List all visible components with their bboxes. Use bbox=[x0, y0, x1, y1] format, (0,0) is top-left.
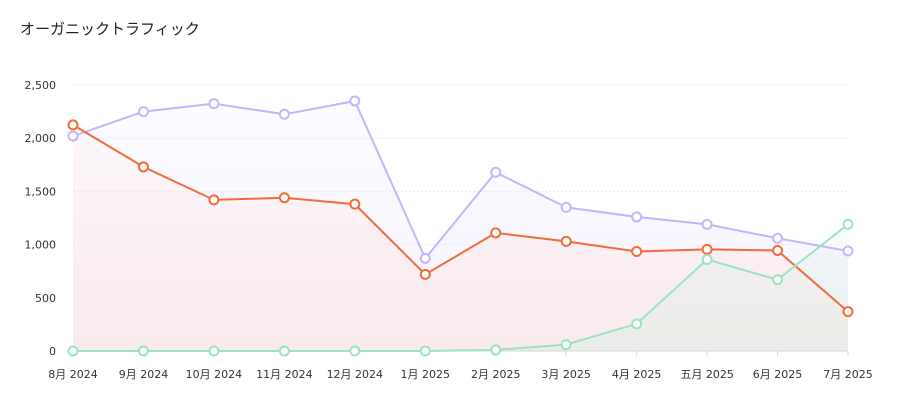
series-orange-point[interactable] bbox=[490, 227, 502, 239]
series-green-area bbox=[73, 224, 848, 351]
series-green-point[interactable] bbox=[490, 344, 502, 356]
series-orange-point[interactable] bbox=[419, 268, 431, 280]
series-orange-point[interactable] bbox=[701, 243, 713, 255]
series-lines bbox=[72, 100, 849, 352]
series-orange-point[interactable] bbox=[842, 306, 854, 318]
series-purple-point[interactable] bbox=[67, 130, 79, 142]
x-tick-label: 1月 2025 bbox=[401, 368, 451, 381]
series-green-line bbox=[73, 223, 849, 352]
x-tick-label: 7月 2025 bbox=[823, 368, 873, 381]
series-purple-point[interactable] bbox=[772, 232, 784, 244]
series-purple-point[interactable] bbox=[560, 201, 572, 213]
y-tick-label: 0 bbox=[49, 345, 56, 358]
series-orange-point[interactable] bbox=[560, 235, 572, 247]
y-tick-label: 1,500 bbox=[25, 185, 57, 198]
series-green-point[interactable] bbox=[560, 339, 572, 351]
y-tick-label: 2,500 bbox=[25, 79, 57, 92]
y-tick-label: 1,000 bbox=[25, 239, 57, 252]
series-purple-point[interactable] bbox=[208, 98, 220, 110]
series-green-point[interactable] bbox=[67, 345, 79, 357]
axes: 0 500 1,000 1,500 2,000 2,500 8月 2024 9月 2024 10… bbox=[25, 79, 873, 381]
series-orange-point[interactable] bbox=[137, 161, 149, 173]
series-green-point[interactable] bbox=[419, 345, 431, 357]
series-green-point[interactable] bbox=[701, 253, 713, 265]
series-green-point[interactable] bbox=[772, 274, 784, 286]
series-orange-point[interactable] bbox=[631, 246, 643, 258]
series-purple-point[interactable] bbox=[137, 106, 149, 118]
series-orange-point[interactable] bbox=[349, 198, 361, 210]
x-tick-label: 9月 2024 bbox=[119, 368, 169, 381]
data-points bbox=[67, 95, 854, 357]
series-orange-point[interactable] bbox=[67, 119, 79, 131]
series-green-point[interactable] bbox=[842, 218, 854, 230]
series-purple-point[interactable] bbox=[278, 108, 290, 120]
x-tick-label: 五月 2025 bbox=[680, 368, 734, 381]
series-purple-point[interactable] bbox=[490, 166, 502, 178]
series-orange-point[interactable] bbox=[278, 192, 290, 204]
series-purple-point[interactable] bbox=[701, 218, 713, 230]
series-areas bbox=[73, 101, 848, 352]
series-orange-area bbox=[73, 124, 848, 352]
series-green-point[interactable] bbox=[278, 345, 290, 357]
series-purple-point[interactable] bbox=[842, 245, 854, 257]
series-green-point[interactable] bbox=[631, 318, 643, 330]
series-orange-line bbox=[72, 124, 849, 313]
series-green-point[interactable] bbox=[137, 345, 149, 357]
series-purple-line bbox=[72, 100, 849, 260]
series-purple-point[interactable] bbox=[631, 211, 643, 223]
x-tick-label: 2月 2025 bbox=[471, 368, 521, 381]
x-tick-label: 3月 2025 bbox=[541, 368, 591, 381]
series-purple-point[interactable] bbox=[349, 95, 361, 107]
x-tick-label: 6月 2025 bbox=[753, 368, 803, 381]
y-tick-label: 500 bbox=[35, 292, 56, 305]
series-purple-point[interactable] bbox=[419, 252, 431, 264]
chart-title: オーガニックトラフィック bbox=[20, 20, 200, 38]
series-green-point[interactable] bbox=[349, 345, 361, 357]
x-tick-label: 8月 2024 bbox=[48, 368, 98, 381]
series-orange-point[interactable] bbox=[208, 194, 220, 206]
series-orange-point[interactable] bbox=[772, 244, 784, 256]
y-tick-label: 2,000 bbox=[25, 132, 57, 145]
x-tick-label: 10月 2024 bbox=[186, 368, 243, 381]
series-green-point[interactable] bbox=[208, 345, 220, 357]
x-tick-label: 12月 2024 bbox=[327, 368, 384, 381]
x-tick-label: 11月 2024 bbox=[256, 368, 313, 381]
x-tick-label: 4月 2025 bbox=[612, 368, 662, 381]
